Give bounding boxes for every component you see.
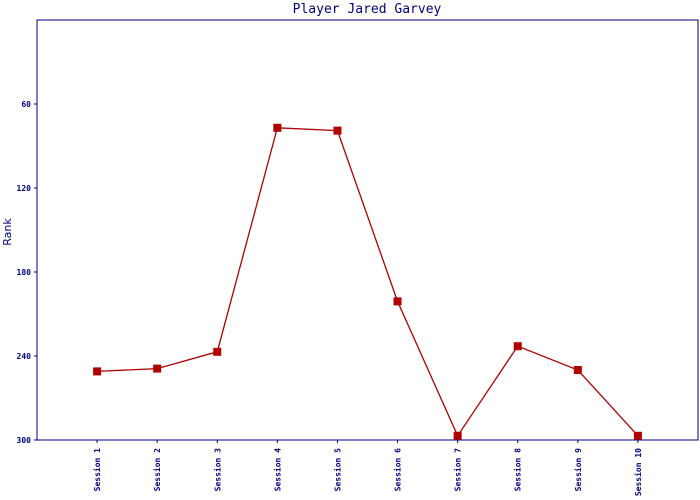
x-tick-label: Session 9 bbox=[573, 448, 583, 492]
marker bbox=[213, 347, 222, 356]
x-tick-label: Session 6 bbox=[393, 448, 403, 492]
x-tick-label: Session 10 bbox=[633, 448, 643, 496]
marker bbox=[453, 431, 462, 440]
marker bbox=[93, 367, 102, 376]
marker bbox=[633, 431, 642, 440]
marker bbox=[393, 297, 402, 306]
x-tick-label: Session 8 bbox=[513, 448, 523, 492]
marker bbox=[573, 366, 582, 374]
x-tick-label: Session 4 bbox=[272, 448, 282, 492]
marker bbox=[273, 123, 282, 132]
y-tick-label: 240 bbox=[17, 352, 32, 361]
y-tick-label: 60 bbox=[21, 100, 31, 109]
marker bbox=[153, 364, 162, 373]
y-tick-label: 120 bbox=[17, 184, 32, 193]
plot-frame bbox=[36, 19, 699, 441]
x-tick-label: Session 3 bbox=[212, 448, 222, 492]
x-tick-label: Session 7 bbox=[453, 448, 463, 492]
chart-title: Player Jared Garvey bbox=[293, 2, 442, 17]
x-tick-label: Session 2 bbox=[152, 448, 162, 492]
line bbox=[97, 127, 639, 438]
y-axis-label: Rank bbox=[1, 218, 14, 246]
y-tick-label: 300 bbox=[17, 436, 32, 445]
marker bbox=[513, 342, 522, 351]
x-tick-label: Session 5 bbox=[332, 448, 342, 492]
marker bbox=[333, 126, 342, 135]
x-tick-label: Session 1 bbox=[92, 448, 102, 492]
y-tick-label: 180 bbox=[17, 268, 32, 277]
